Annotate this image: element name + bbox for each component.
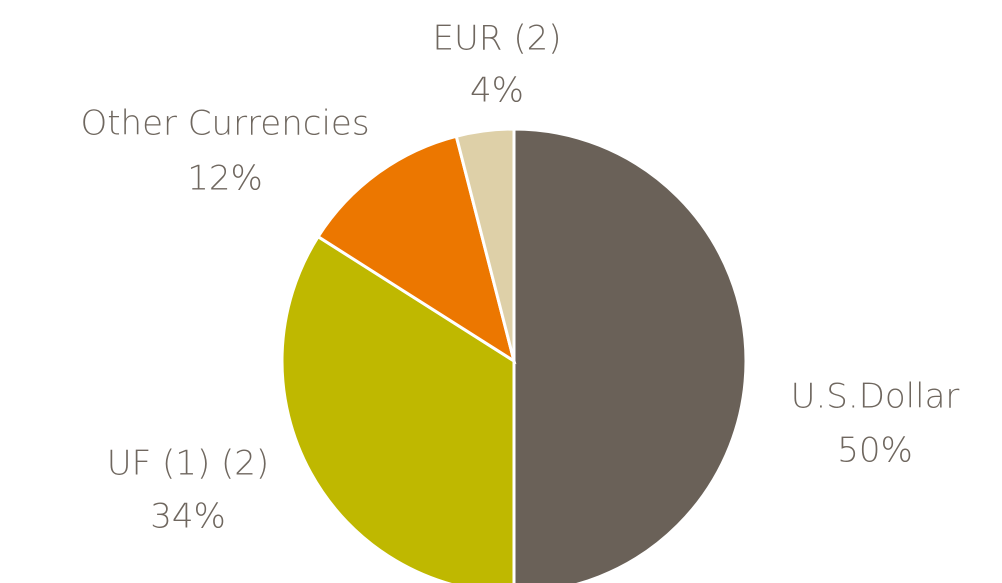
slice-value-label: 34% [150,497,226,537]
slice-label: U.S.Dollar [791,377,960,417]
pie-slice [316,134,517,365]
pie-slice [512,127,748,583]
slice-label: Other Currencies [80,104,369,144]
pie-slice [454,127,516,362]
slice-label: UF (1) (2) [107,444,269,484]
slice-value-label: 12% [187,159,263,199]
slice-label: EUR (2) [433,19,562,59]
slice-value-label: 50% [837,431,913,471]
pie-slice [280,234,516,583]
slice-value-label: 4% [470,71,524,111]
